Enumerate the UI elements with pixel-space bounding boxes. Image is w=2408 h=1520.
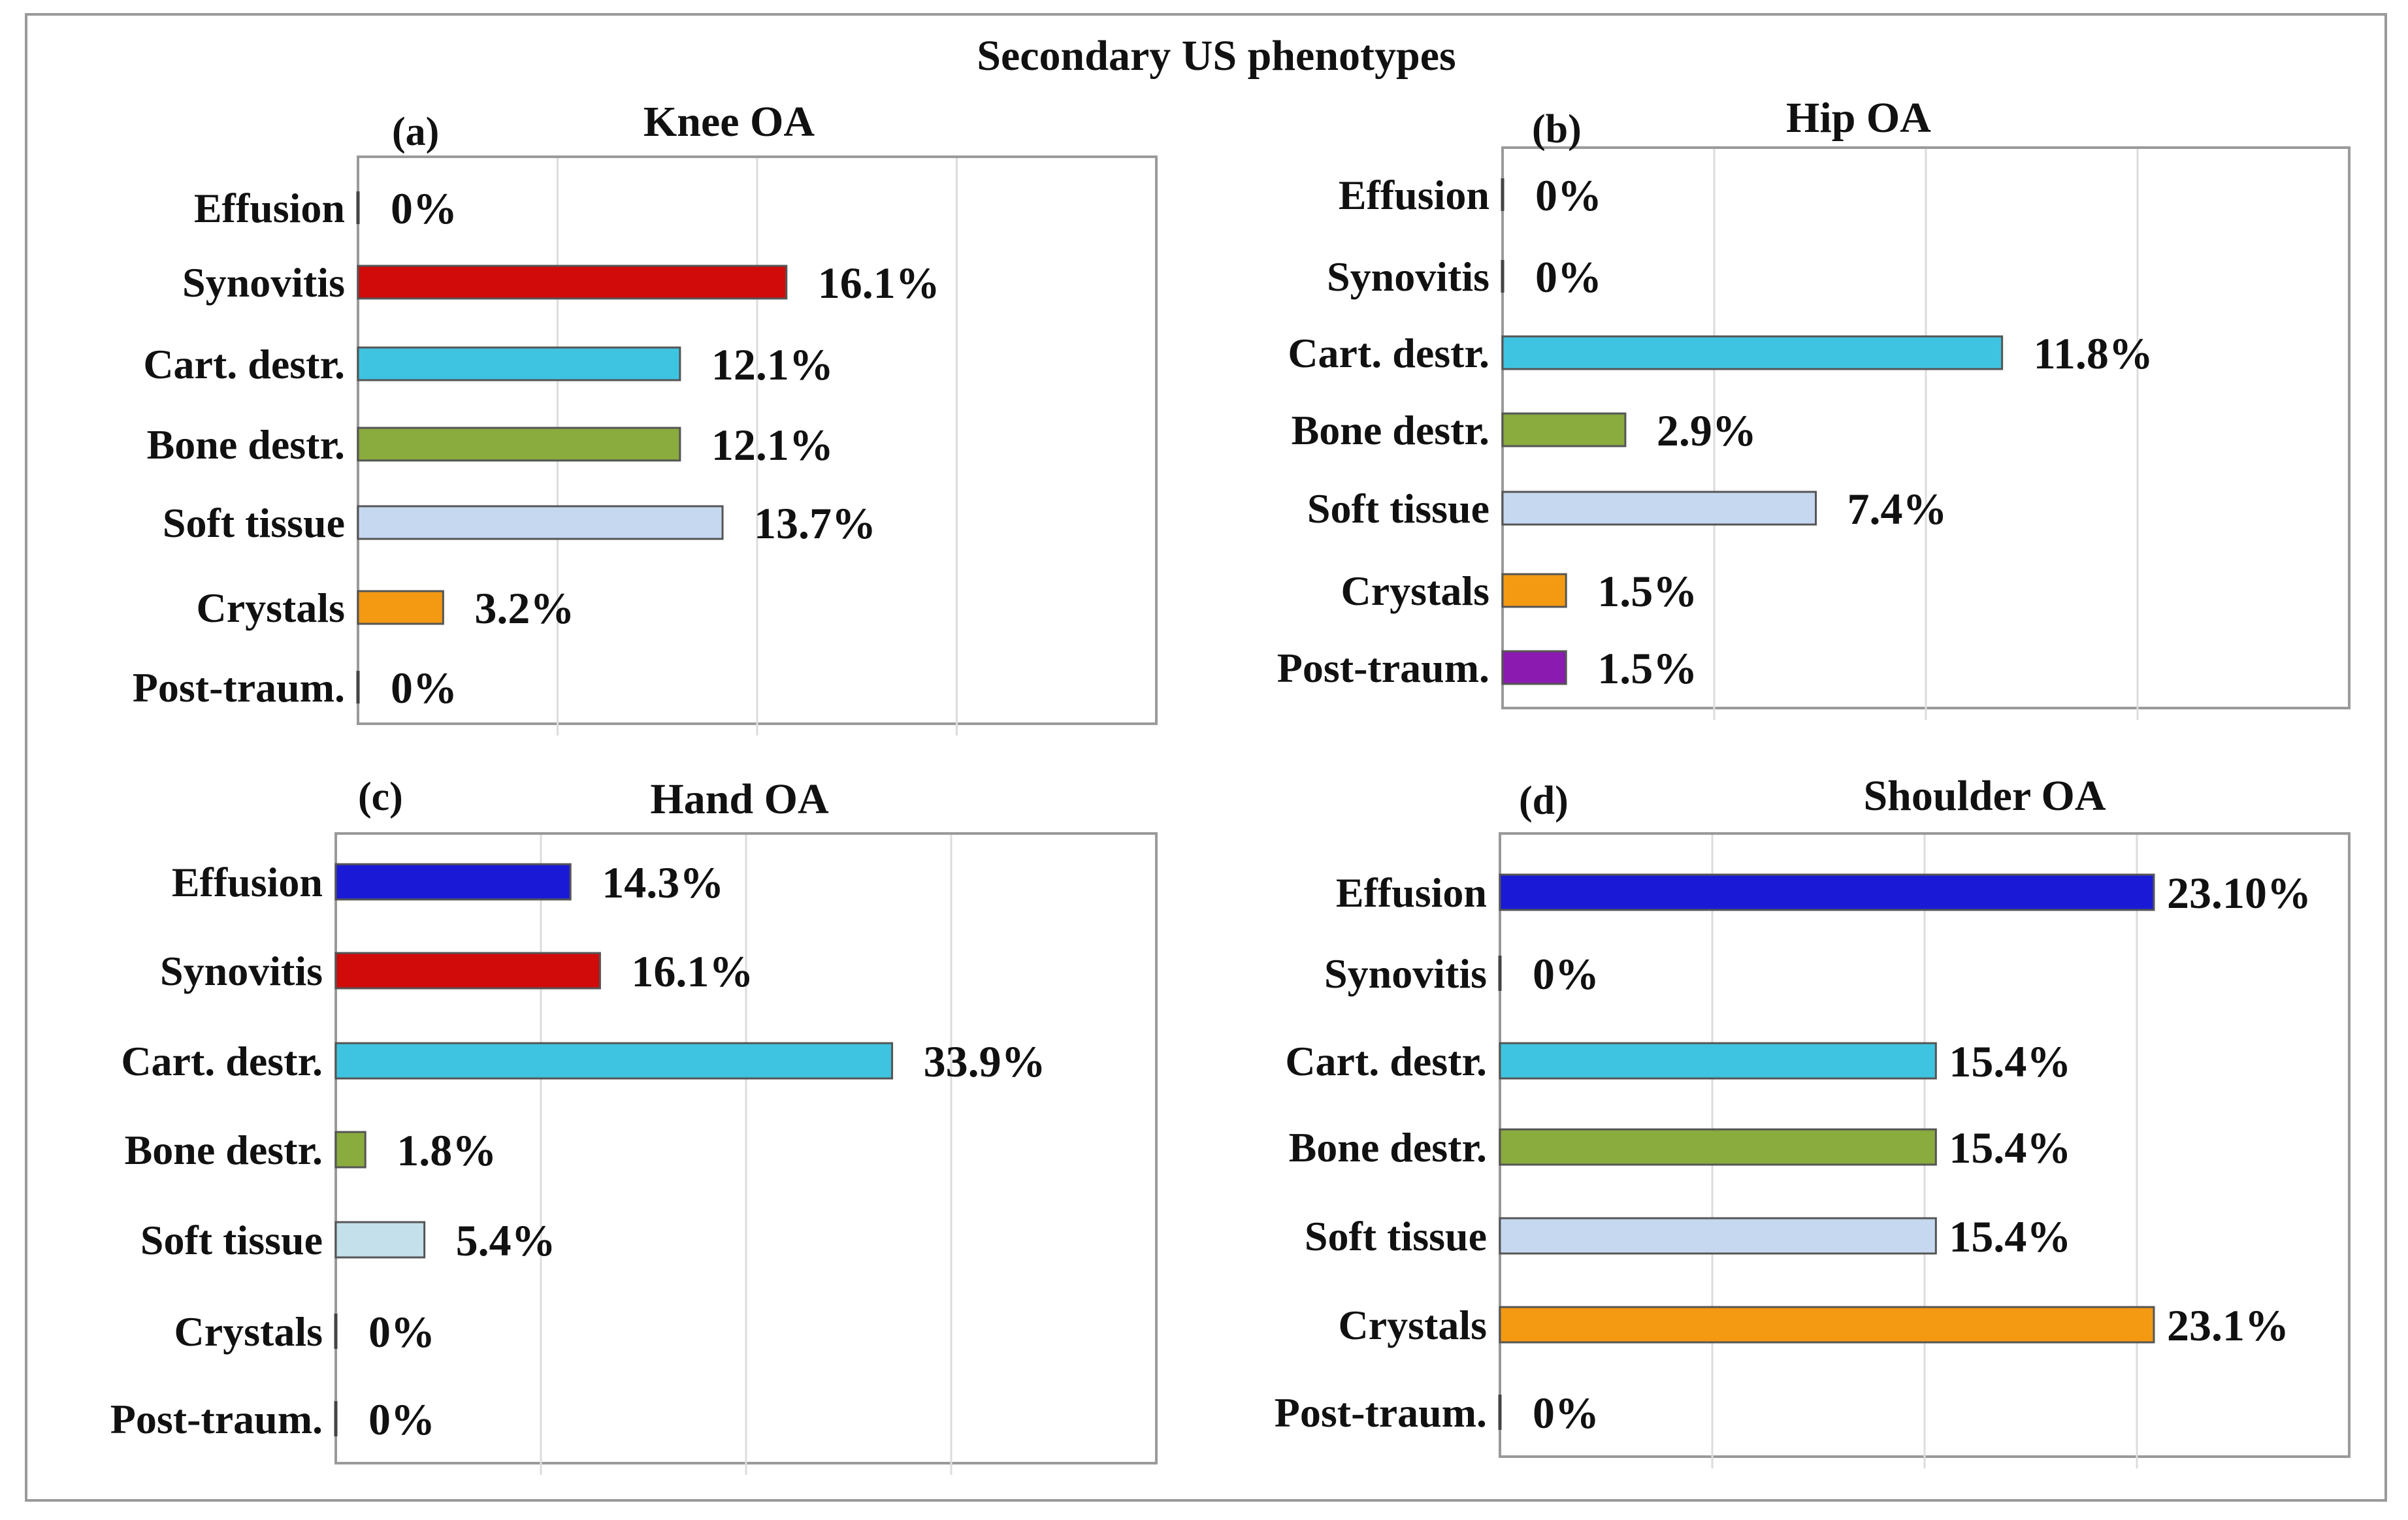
category-label-cart-destr: Cart. destr. xyxy=(1285,1038,1487,1084)
value-label-bone-destr: 15.4% xyxy=(1949,1123,2071,1172)
category-label-synovitis: Synovitis xyxy=(182,259,345,306)
category-label-post-traum: Post-traum. xyxy=(1275,1389,1487,1436)
bar-soft-tissue xyxy=(357,505,724,540)
category-label-cart-destr: Cart. destr. xyxy=(121,1038,323,1084)
panel-hand-oa: Hand OA (c) Effusion 14.3% Synovitis 16.1% Car… xyxy=(110,775,1158,1475)
category-label-bone-destr: Bone destr. xyxy=(147,421,345,468)
value-label-effusion: 23.10% xyxy=(2167,868,2311,918)
bar-crystals xyxy=(1499,1306,2155,1344)
category-label-synovitis: Synovitis xyxy=(1327,253,1489,300)
bar-soft-tissue xyxy=(334,1221,426,1259)
value-label-soft-tissue: 5.4% xyxy=(456,1216,556,1265)
category-label-post-traum: Post-traum. xyxy=(133,664,345,711)
value-label-cart-destr: 11.8% xyxy=(2034,329,2153,378)
category-label-soft-tissue: Soft tissue xyxy=(1305,1213,1487,1259)
bar-effusion xyxy=(1499,873,2155,911)
value-label-synovitis: 16.1% xyxy=(631,946,753,996)
value-label-soft-tissue: 13.7% xyxy=(754,498,876,548)
value-label-effusion: 14.3% xyxy=(602,858,724,907)
bar-cart-destr xyxy=(357,346,681,381)
category-label-crystals: Crystals xyxy=(1338,1302,1487,1348)
bar-synovitis xyxy=(357,265,788,300)
value-label-crystals: 23.1% xyxy=(2167,1301,2289,1350)
bar-effusion xyxy=(334,863,572,901)
panel-letter: (c) xyxy=(358,775,403,819)
bar-cart-destr xyxy=(1501,335,2004,370)
category-label-bone-destr: Bone destr. xyxy=(1289,1124,1487,1171)
category-label-cart-destr: Cart. destr. xyxy=(1288,330,1489,376)
value-label-cart-destr: 33.9% xyxy=(924,1037,1046,1086)
category-label-bone-destr: Bone destr. xyxy=(125,1127,323,1173)
category-label-post-traum: Post-traum. xyxy=(1277,645,1489,691)
category-label-soft-tissue: Soft tissue xyxy=(1307,485,1489,532)
value-label-post-traum: 1.5% xyxy=(1597,643,1697,693)
panel-knee-oa: Knee OA (a) Effusion 0% Synovitis 16.1% Cart. … xyxy=(133,98,1158,736)
category-label-effusion: Effusion xyxy=(194,185,345,231)
value-label-cart-destr: 15.4% xyxy=(1949,1037,2071,1086)
bar-bone-destr xyxy=(334,1131,366,1169)
value-label-synovitis: 0% xyxy=(1533,949,1599,999)
bar-cart-destr xyxy=(334,1042,894,1080)
value-label-crystals: 0% xyxy=(368,1307,435,1357)
chart-title: Hand OA xyxy=(650,775,829,823)
value-label-soft-tissue: 7.4% xyxy=(1847,484,1947,534)
category-label-crystals: Crystals xyxy=(1341,568,1489,614)
category-label-bone-destr: Bone destr. xyxy=(1292,407,1489,453)
bar-synovitis xyxy=(334,952,601,990)
value-label-bone-destr: 12.1% xyxy=(711,420,834,470)
category-label-soft-tissue: Soft tissue xyxy=(140,1217,323,1263)
value-label-post-traum: 0% xyxy=(391,663,457,713)
bar-bone-destr xyxy=(357,427,681,462)
value-label-synovitis: 16.1% xyxy=(818,258,940,308)
bar-bone-destr xyxy=(1501,412,1627,447)
panel-hip-oa: Hip OA (b) Effusion 0% Synovitis 0% Cart. dest… xyxy=(1277,94,2351,720)
value-label-post-traum: 0% xyxy=(1533,1388,1599,1438)
value-label-synovitis: 0% xyxy=(1535,252,1602,302)
bar-post-traum xyxy=(1501,650,1567,685)
category-label-crystals: Crystals xyxy=(174,1308,323,1355)
value-label-soft-tissue: 15.4% xyxy=(1949,1212,2071,1261)
category-label-cart-destr: Cart. destr. xyxy=(143,341,345,387)
panel-letter: (a) xyxy=(392,110,439,154)
value-label-effusion: 0% xyxy=(391,184,457,233)
chart-title: Hip OA xyxy=(1786,94,1931,142)
bar-crystals xyxy=(1501,573,1567,608)
chart-title: Shoulder OA xyxy=(1863,772,2106,820)
category-label-effusion: Effusion xyxy=(1339,172,1489,218)
value-label-post-traum: 0% xyxy=(368,1395,435,1444)
bar-bone-destr xyxy=(1499,1128,1937,1166)
panel-shoulder-oa: Shoulder OA (d) Effusion 23.10% Synovitis 0% C… xyxy=(1275,772,2351,1468)
bar-cart-destr xyxy=(1499,1042,1937,1080)
category-label-synovitis: Synovitis xyxy=(1324,950,1487,997)
panel-letter: (d) xyxy=(1519,779,1569,823)
chart-panels: Knee OA (a) Effusion 0% Synovitis 16.1% Cart. … xyxy=(110,94,2351,1475)
category-label-post-traum: Post-traum. xyxy=(110,1396,323,1442)
category-label-soft-tissue: Soft tissue xyxy=(163,500,345,546)
bar-soft-tissue xyxy=(1499,1217,1937,1255)
chart-title: Knee OA xyxy=(643,98,815,146)
bar-soft-tissue xyxy=(1501,491,1817,526)
category-label-effusion: Effusion xyxy=(1336,869,1487,916)
value-label-crystals: 1.5% xyxy=(1597,566,1697,616)
category-label-synovitis: Synovitis xyxy=(160,948,323,994)
figure-title: Secondary US phenotypes xyxy=(977,32,1456,80)
value-label-bone-destr: 1.8% xyxy=(397,1125,496,1175)
bar-crystals xyxy=(357,590,444,625)
value-label-cart-destr: 12.1% xyxy=(711,340,834,389)
category-label-effusion: Effusion xyxy=(172,859,323,905)
value-label-crystals: 3.2% xyxy=(474,583,574,633)
value-label-bone-destr: 2.9% xyxy=(1657,406,1757,455)
value-label-effusion: 0% xyxy=(1535,170,1602,220)
category-label-crystals: Crystals xyxy=(196,585,345,631)
panel-letter: (b) xyxy=(1532,107,1582,152)
